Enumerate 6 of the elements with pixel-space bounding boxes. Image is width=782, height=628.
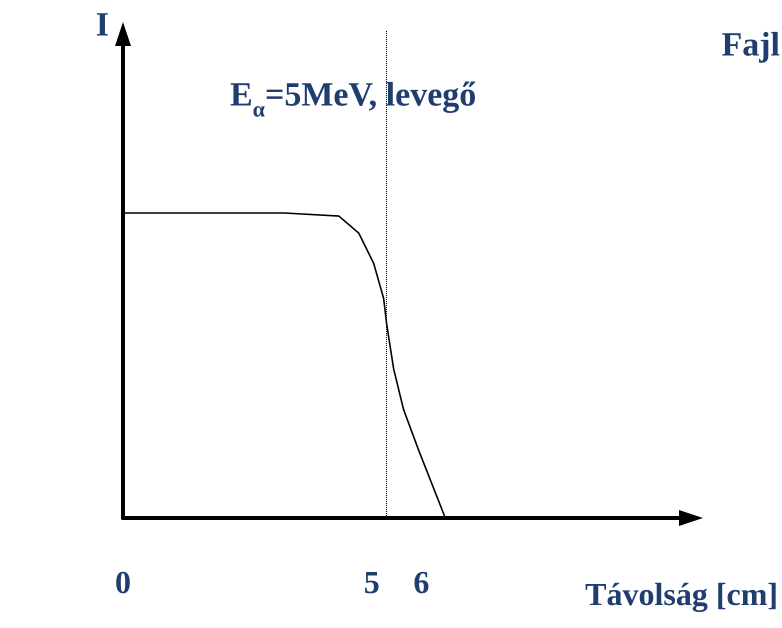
y-axis-title: I [96,6,109,44]
text: Fajl [721,26,780,64]
x-tick-label: 6 [413,564,430,600]
x-tick-label: 0 [115,564,131,600]
x-axis-title: Távolság [cm] [585,576,778,613]
x-tick-label: 5 [364,564,380,600]
